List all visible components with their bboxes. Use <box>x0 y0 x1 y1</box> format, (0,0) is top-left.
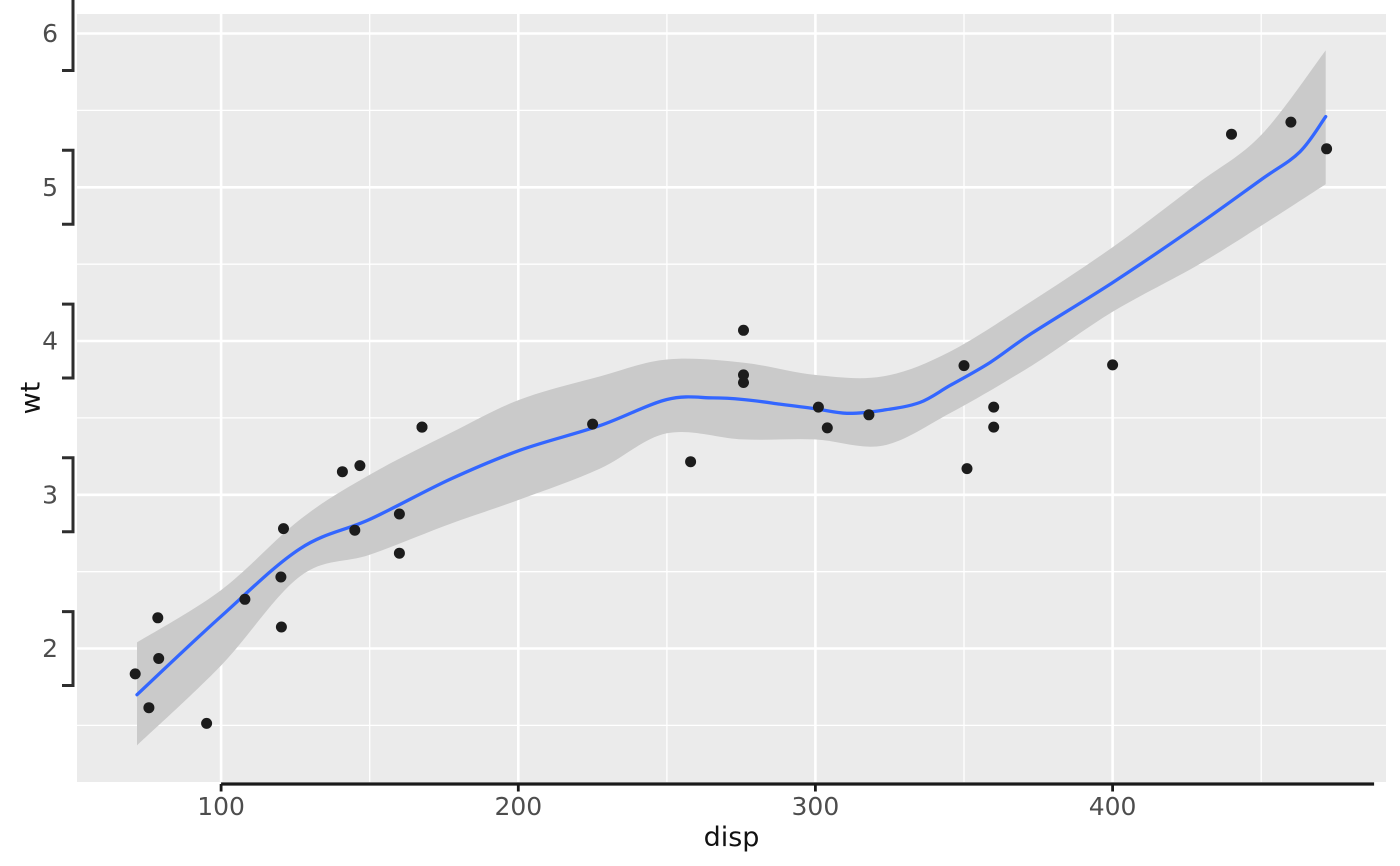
data-point <box>143 702 155 714</box>
data-point <box>738 369 749 381</box>
x-tick-label: 100 <box>197 792 245 821</box>
data-point <box>153 653 165 664</box>
y-tick-label: 5 <box>42 173 58 202</box>
data-point <box>275 571 287 583</box>
y-axis-bracket <box>62 610 75 687</box>
data-point <box>278 523 289 535</box>
smooth-line <box>135 114 1328 697</box>
data-point <box>961 463 973 475</box>
data-point <box>336 466 348 478</box>
y-tick-label: 2 <box>42 634 58 663</box>
data-point <box>1285 116 1297 128</box>
data-point <box>1321 143 1333 155</box>
data-point <box>152 612 164 624</box>
data-point <box>201 717 213 729</box>
x-tick-label: 200 <box>494 792 542 821</box>
data-point <box>587 418 599 430</box>
data-point <box>129 668 141 680</box>
data-point <box>988 421 1000 433</box>
y-tick-label: 3 <box>42 480 58 509</box>
data-point <box>354 460 366 472</box>
data-point <box>1226 128 1237 140</box>
data-point <box>863 409 875 421</box>
x-tick-label: 300 <box>792 792 840 821</box>
y-axis-bracket <box>62 0 75 72</box>
data-point <box>416 421 428 433</box>
data-point <box>393 547 405 559</box>
data-point <box>821 422 833 434</box>
data-point <box>738 324 749 336</box>
data-point <box>958 360 970 372</box>
x-axis-title: disp <box>703 822 760 853</box>
data-point <box>393 508 405 520</box>
data-point <box>988 401 1000 413</box>
data-point <box>812 401 824 413</box>
y-axis-title: wt <box>15 381 47 415</box>
data-point <box>239 593 251 605</box>
y-tick-label: 4 <box>42 327 58 356</box>
data-point <box>349 524 361 536</box>
y-axis-bracket <box>62 456 75 534</box>
x-tick-label: 400 <box>1089 792 1137 821</box>
data-point <box>1107 359 1119 371</box>
data-point <box>275 621 287 633</box>
y-tick-label: 6 <box>42 19 58 48</box>
y-axis-bracket <box>62 302 75 380</box>
y-axis-bracket <box>62 148 75 226</box>
data-point <box>685 456 697 468</box>
data-point <box>738 377 749 388</box>
